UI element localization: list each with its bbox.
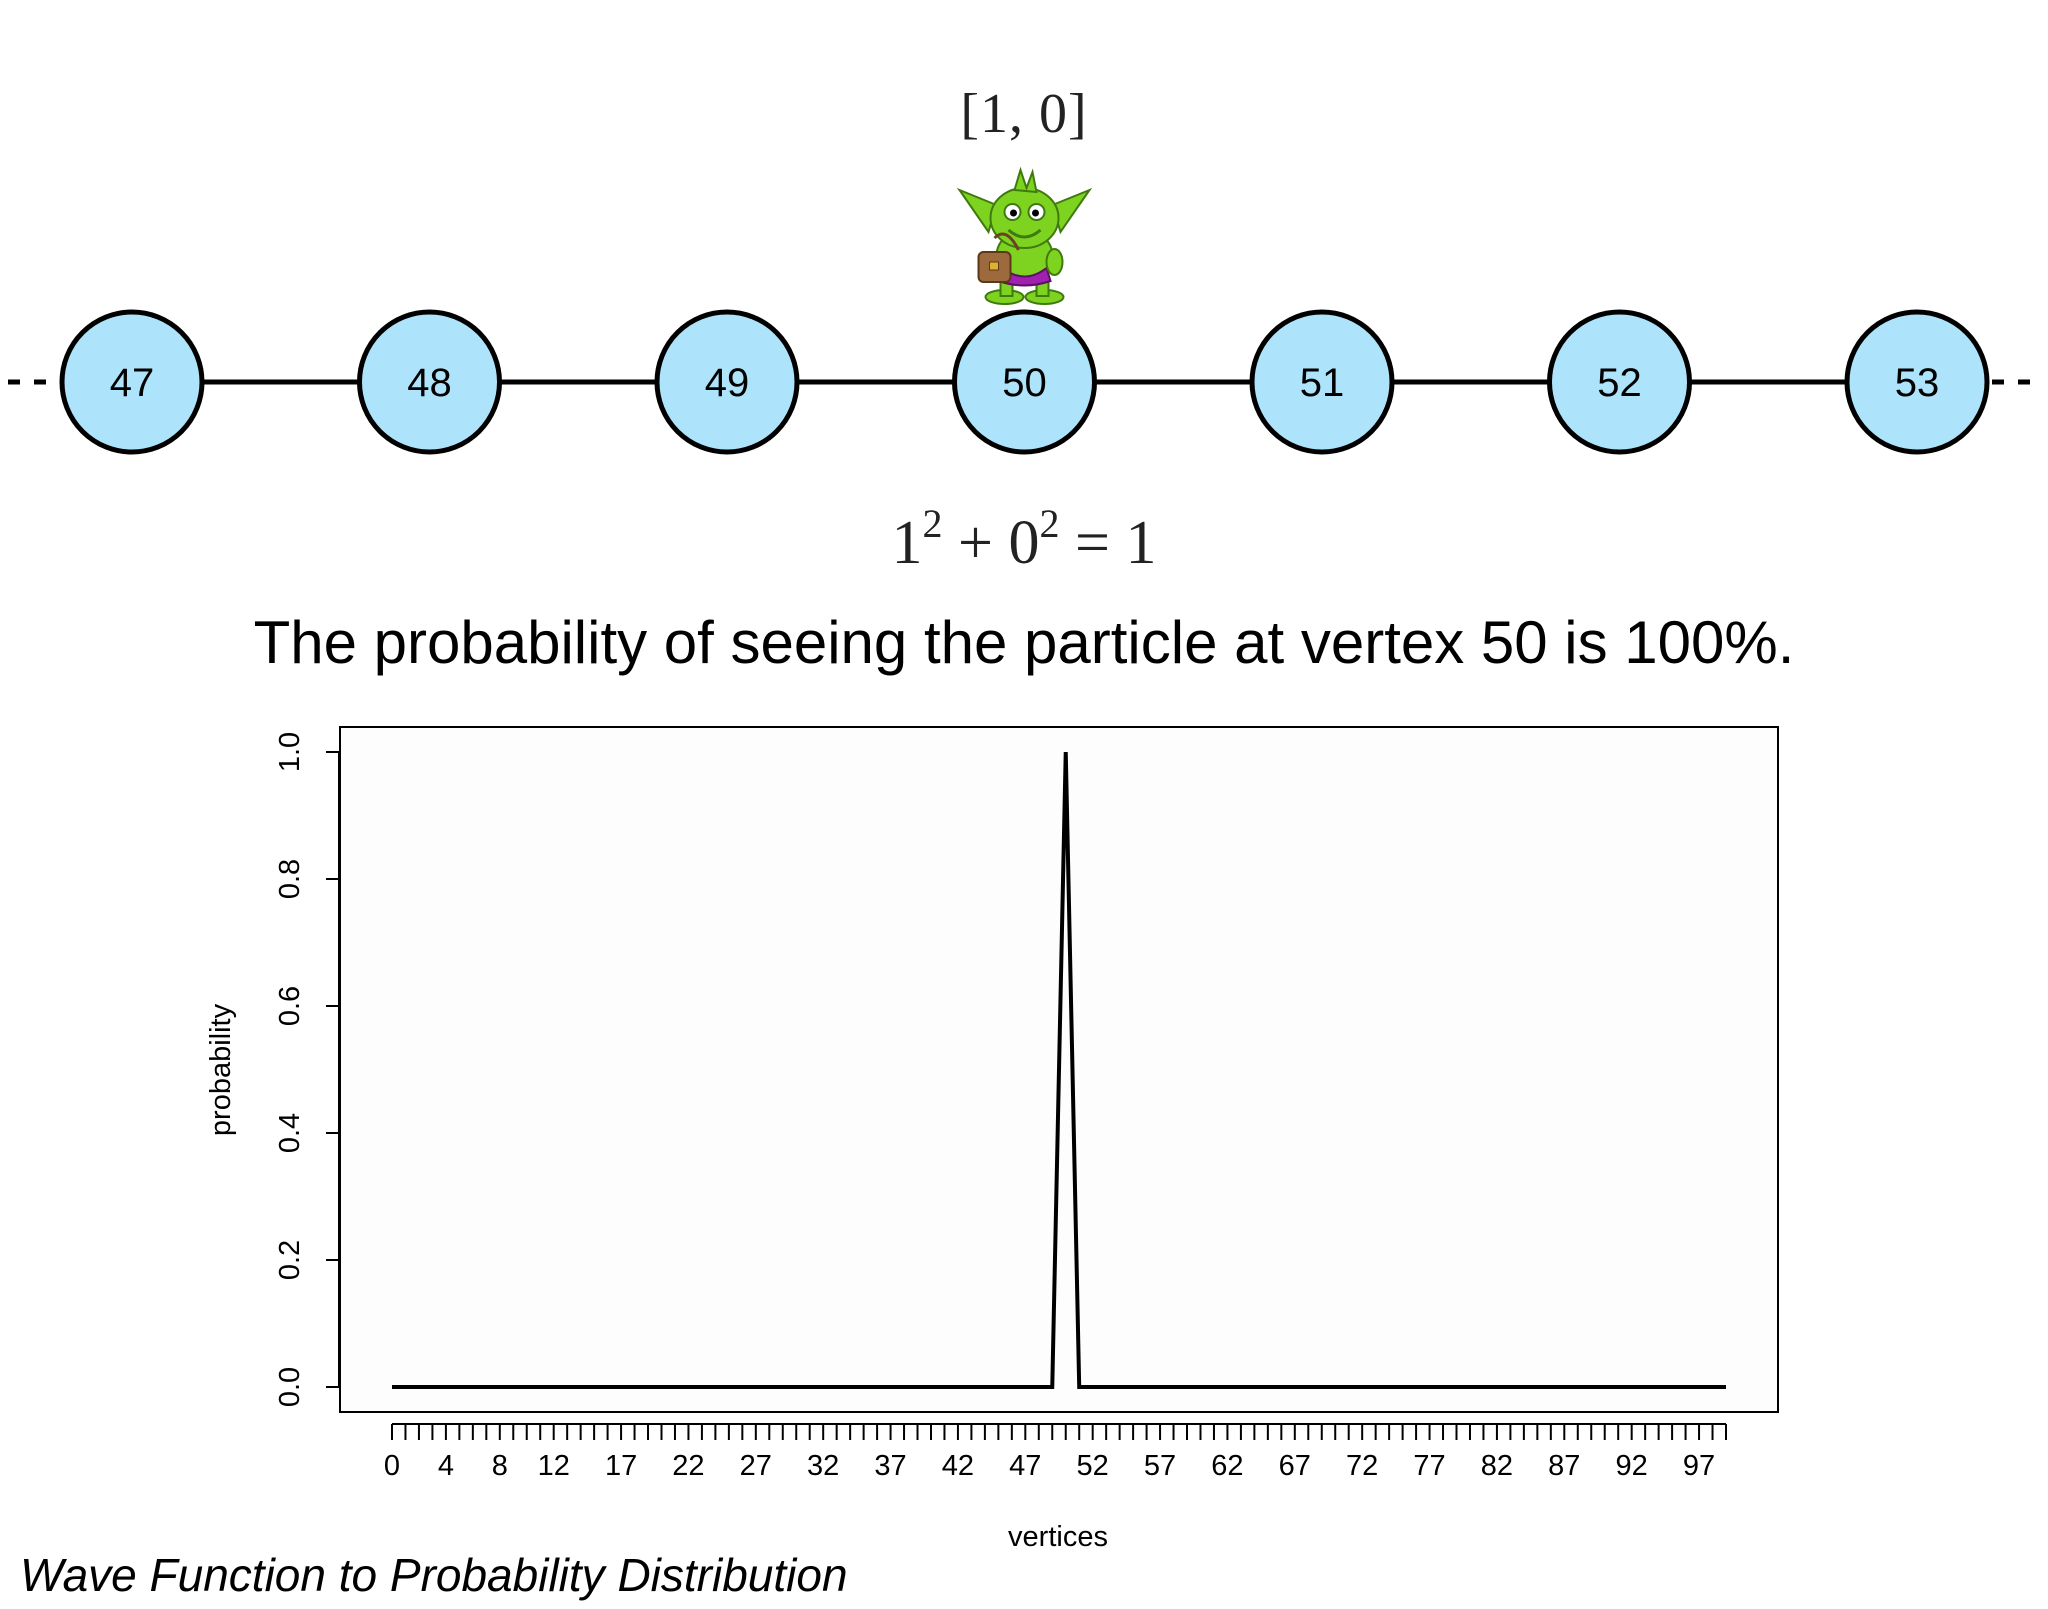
x-tick-label: 77 xyxy=(1413,1450,1445,1482)
x-tick-label: 62 xyxy=(1211,1450,1243,1482)
vertex-circle xyxy=(1547,309,1692,455)
probability-line xyxy=(392,751,1726,1389)
y-tick-label: 0.2 xyxy=(274,1240,306,1280)
vertex-node: 50 xyxy=(952,309,1097,455)
y-tick-label: 0.6 xyxy=(274,986,306,1026)
x-tick-label: 82 xyxy=(1481,1450,1513,1482)
vertex-circle xyxy=(1844,309,1990,455)
x-tick-label: 0 xyxy=(384,1450,400,1482)
x-tick-label: 37 xyxy=(874,1450,906,1482)
vertex-graph: 47 48 49 50 51 52 53 xyxy=(8,166,2040,455)
x-tick-label: 12 xyxy=(538,1450,570,1482)
vertex-label: 49 xyxy=(705,361,750,405)
vertex-label: 47 xyxy=(110,361,155,405)
vertex-label: 52 xyxy=(1597,361,1642,405)
x-tick-label: 97 xyxy=(1683,1450,1715,1482)
x-tick-label: 72 xyxy=(1346,1450,1378,1482)
vertex-circle xyxy=(654,309,800,455)
vertex-circle xyxy=(59,309,205,455)
y-tick-label: 0.4 xyxy=(274,1113,306,1153)
x-tick-label: 42 xyxy=(942,1450,974,1482)
x-tick-label: 27 xyxy=(740,1450,772,1482)
x-tick-label: 52 xyxy=(1077,1450,1109,1482)
x-tick-label: 67 xyxy=(1279,1450,1311,1482)
vertex-circle xyxy=(1249,309,1395,455)
x-axis-title: vertices xyxy=(1008,1521,1108,1553)
vertex-node: 49 xyxy=(654,309,800,455)
equation-base-2: 0 xyxy=(1008,509,1040,577)
amplitude-label: [1, 0] xyxy=(960,83,1088,145)
slide-footer: Wave Function to Probability Distributio… xyxy=(20,1549,848,1601)
equation-base-1: 1 xyxy=(891,509,923,577)
x-tick-label: 17 xyxy=(605,1450,637,1482)
x-tick-label: 4 xyxy=(438,1450,454,1482)
vertex-label: 50 xyxy=(1002,361,1047,405)
probability-equation: 12 + 02 = 1 xyxy=(0,500,2048,579)
y-tick-label: 1.0 xyxy=(274,732,306,772)
x-tick-label: 87 xyxy=(1548,1450,1580,1482)
y-axis-title: probability xyxy=(205,1003,237,1136)
vertex-node: 48 xyxy=(357,309,502,455)
vertex-node: 52 xyxy=(1547,309,1692,455)
y-tick-label: 0.8 xyxy=(274,859,306,899)
vertex-circle xyxy=(357,309,502,455)
x-tick-label: 8 xyxy=(492,1450,508,1482)
x-tick-label: 92 xyxy=(1616,1450,1648,1482)
probability-chart: 0.0 0.2 0.4 0.6 0.8 1.0 0 4 8 12 17 22 27 32 37 42 47 52 5… xyxy=(205,726,1779,1553)
vertex-label: 53 xyxy=(1895,361,1940,405)
vertex-node: 51 xyxy=(1249,309,1395,455)
equation-exponent-2: 2 xyxy=(1039,501,1060,546)
y-tick-label: 0.0 xyxy=(274,1367,306,1407)
vertex-node: 53 xyxy=(1844,309,1990,455)
vertex-node: 47 xyxy=(59,309,205,455)
vertex-circle xyxy=(952,309,1097,455)
vertex-label: 51 xyxy=(1300,361,1345,405)
vertex-label: 48 xyxy=(407,361,452,405)
x-tick-label: 32 xyxy=(807,1450,839,1482)
equation-exponent-1: 2 xyxy=(922,501,943,546)
goblin-icon xyxy=(956,166,1093,305)
equation-result: = 1 xyxy=(1059,509,1157,577)
equation-plus: + xyxy=(942,509,1009,577)
probability-caption: The probability of seeing the particle a… xyxy=(253,609,1795,676)
x-tick-label: 22 xyxy=(672,1450,704,1482)
x-tick-label: 57 xyxy=(1144,1450,1176,1482)
x-tick-label: 47 xyxy=(1009,1450,1041,1482)
